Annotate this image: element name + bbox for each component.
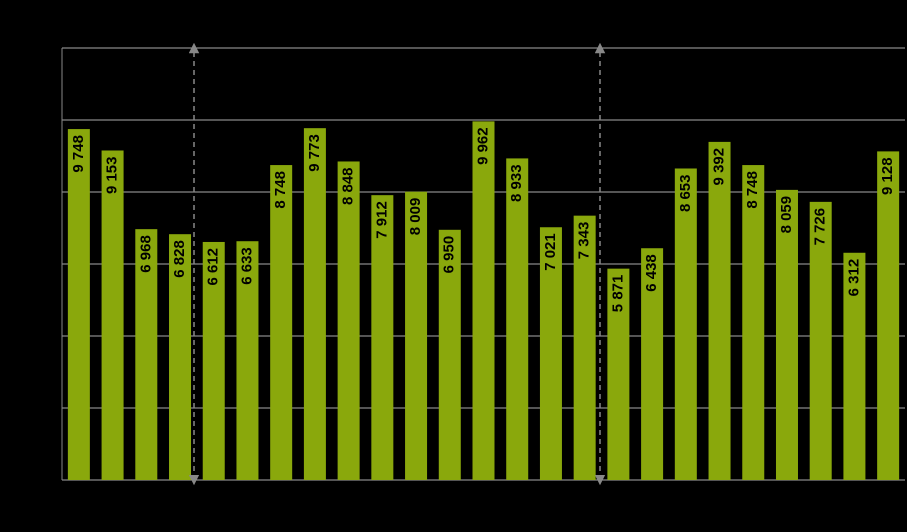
value-label: 8 009: [407, 198, 424, 236]
bar: [607, 268, 630, 480]
value-label: 7 021: [542, 233, 559, 271]
value-label: 9 773: [306, 134, 323, 172]
bar: [169, 234, 192, 480]
bar: [236, 241, 259, 480]
bar: [303, 128, 326, 480]
value-label: 8 653: [677, 174, 694, 212]
value-label: 6 950: [441, 236, 458, 274]
value-label: 8 059: [778, 196, 795, 234]
bar: [135, 229, 158, 480]
bar: [270, 165, 293, 480]
bar: [742, 165, 765, 480]
bar: [101, 150, 124, 480]
value-label: 7 343: [576, 222, 593, 260]
value-label: 7 912: [373, 201, 390, 239]
value-label: 6 633: [238, 247, 255, 285]
bar: [202, 241, 225, 480]
bar: [438, 229, 461, 480]
value-label: 7 726: [812, 208, 829, 246]
value-label: 5 871: [609, 275, 626, 313]
bar: [674, 168, 697, 480]
value-label: 6 828: [171, 240, 188, 278]
value-label: 6 438: [643, 254, 660, 292]
value-label: 8 848: [340, 167, 357, 205]
value-label: 9 153: [104, 156, 121, 194]
bar: [405, 191, 428, 480]
value-label: 9 392: [711, 148, 728, 186]
value-label: 8 748: [272, 171, 289, 209]
value-label: 9 128: [879, 157, 896, 195]
bar: [539, 227, 562, 480]
value-label: 9 962: [474, 127, 491, 165]
bar: [843, 252, 866, 480]
value-label: 9 748: [70, 135, 87, 173]
bar: [775, 189, 798, 480]
bar: [472, 121, 495, 481]
value-label: 8 933: [508, 164, 525, 202]
value-label: 8 748: [744, 171, 761, 209]
bars: 9 748 9 153 6 968 6 828 6 612 6 633 8 748 9 773…: [67, 121, 900, 481]
bar: [809, 201, 832, 480]
value-label: 6 312: [845, 259, 862, 297]
bar: [371, 195, 394, 480]
bar: [337, 161, 360, 481]
value-label: 6 968: [137, 235, 154, 273]
bar: [573, 215, 596, 481]
bar: [67, 129, 90, 480]
bar: [506, 158, 529, 481]
bar: [708, 141, 731, 480]
value-label: 6 612: [205, 248, 222, 286]
bar: [877, 151, 900, 480]
bar: [641, 248, 664, 480]
